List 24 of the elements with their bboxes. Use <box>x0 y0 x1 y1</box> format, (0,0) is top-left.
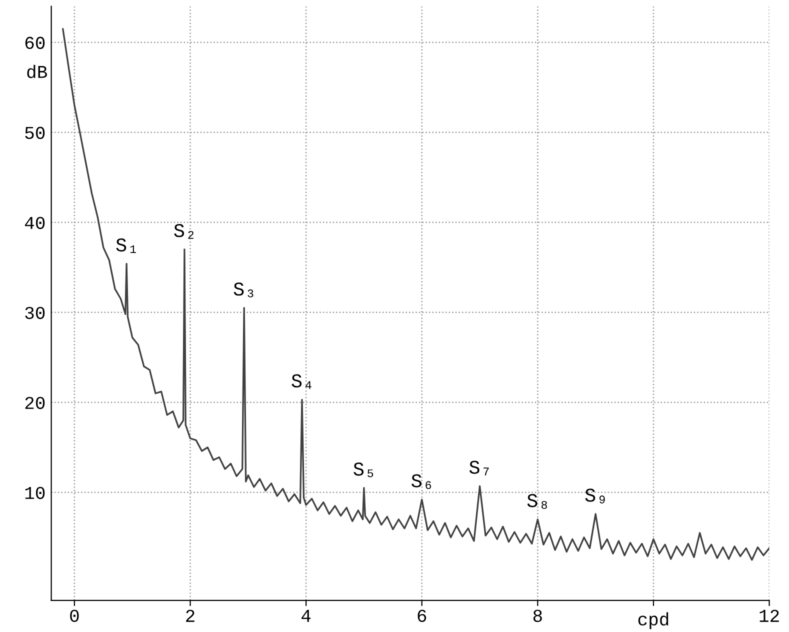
x-tick-label: 12 <box>760 610 779 622</box>
line-series <box>62 28 770 561</box>
x-axis-title: cpd <box>638 612 668 630</box>
annotation: S₉ <box>585 488 605 504</box>
x-tick-label: 2 <box>186 610 194 622</box>
y-axis-title: dB <box>27 64 48 78</box>
y-tick-label: 50 <box>25 126 45 140</box>
x-tick-label: 8 <box>533 610 542 622</box>
annotation: S₃ <box>234 282 254 298</box>
x-tick-label: 6 <box>418 610 426 622</box>
annotation: S₅ <box>354 462 374 478</box>
y-tick-label: 40 <box>24 216 45 230</box>
y-tick-label: 60 <box>25 36 45 50</box>
annotation: S₁ <box>116 238 136 253</box>
x-tick-label: 4 <box>302 610 311 622</box>
annotation: S₇ <box>469 460 489 476</box>
annotation: S₈ <box>527 494 547 509</box>
annotation: S₄ <box>292 374 312 389</box>
x-tick-label: 0 <box>70 610 79 622</box>
annotation: S₆ <box>412 474 432 490</box>
annotation: S₂ <box>174 224 194 239</box>
y-tick-label: 30 <box>25 306 45 320</box>
y-tick-label: 10 <box>25 486 45 500</box>
y-tick-label: 20 <box>25 396 45 410</box>
